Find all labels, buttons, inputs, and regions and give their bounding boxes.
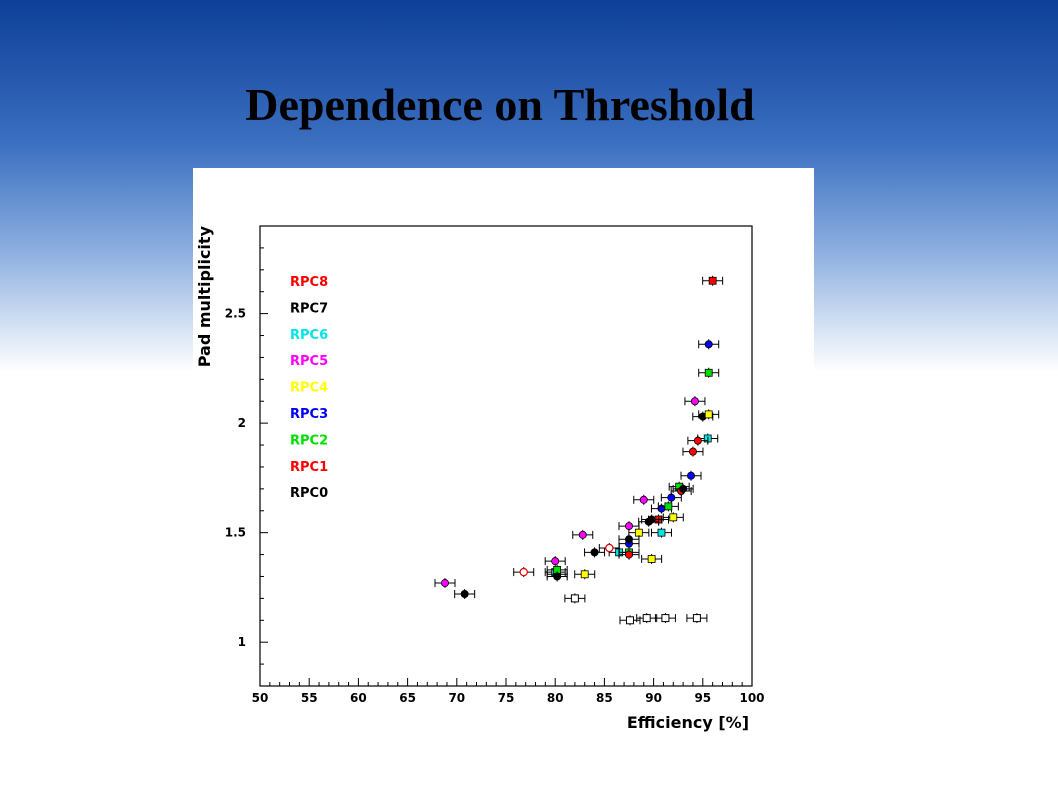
data-point: [633, 494, 655, 505]
data-point: [698, 339, 720, 350]
data-point: [584, 547, 606, 558]
data-point: [598, 543, 620, 553]
x-tick-label: 90: [645, 691, 662, 705]
marker: [578, 530, 587, 539]
marker: [519, 567, 528, 577]
marker: [624, 550, 633, 559]
data-point: [657, 501, 679, 512]
x-axis: 50 55 60 65 70 75 80 85 90 95 100: [252, 678, 765, 705]
marker: [580, 570, 589, 579]
data-point: [618, 534, 640, 545]
marker: [624, 522, 633, 531]
marker: [692, 614, 701, 623]
marker: [679, 484, 688, 493]
data-point: [680, 470, 702, 481]
plot-frame: [259, 225, 753, 687]
data-point: [702, 275, 724, 286]
data-point: [686, 613, 708, 624]
marker: [605, 543, 614, 553]
legend-entry: RPC3: [290, 407, 328, 422]
legend-entry: RPC1: [290, 460, 328, 475]
legend-entry: RPC4: [290, 381, 328, 396]
marker: [704, 368, 713, 377]
marker: [642, 614, 651, 623]
x-tick-label: 100: [739, 691, 764, 705]
marker: [460, 589, 469, 598]
marker: [590, 548, 599, 557]
data-point: [654, 613, 676, 624]
data-point: [672, 483, 694, 494]
x-tick-label: 60: [350, 691, 367, 705]
marker: [553, 572, 562, 581]
legend-entry: RPC8: [290, 275, 328, 290]
data-point: [650, 527, 672, 538]
x-axis-label: Efficiency [%]: [627, 713, 749, 732]
marker: [667, 493, 676, 502]
data-point: [454, 589, 476, 599]
x-tick-label: 80: [547, 691, 564, 705]
marker: [661, 614, 670, 623]
marker: [570, 594, 579, 603]
marker: [693, 436, 702, 445]
marker: [688, 447, 697, 456]
y-tick-label: 1: [238, 635, 246, 649]
data-point: [574, 569, 596, 580]
data-point: [641, 553, 663, 564]
data-point: [513, 567, 535, 578]
slide-title: Dependence on Threshold: [245, 79, 755, 130]
y-tick-label: 2.5: [225, 307, 246, 321]
y-tick-label: 1.5: [225, 526, 246, 540]
x-tick-label: 85: [596, 691, 613, 705]
marker: [639, 495, 648, 504]
marker: [647, 555, 656, 563]
data-point: [687, 435, 709, 446]
data-point: [572, 529, 594, 540]
legend-entry: RPC7: [290, 301, 328, 316]
data-point: [544, 556, 566, 567]
data-point: [660, 492, 682, 503]
marker: [440, 579, 449, 588]
marker: [690, 397, 699, 406]
x-tick-label: 55: [301, 691, 318, 705]
data-points: [434, 275, 724, 626]
y-axis-label: Pad multiplicity: [195, 225, 214, 367]
data-point: [682, 446, 704, 457]
data-point: [434, 578, 456, 589]
marker: [625, 616, 634, 625]
marker: [647, 515, 656, 524]
marker: [704, 410, 713, 419]
marker: [624, 535, 633, 544]
marker: [634, 528, 643, 537]
legend-entry: RPC2: [290, 433, 328, 448]
data-point: [641, 514, 663, 525]
legend: RPC8 RPC7 RPC6 RPC5 RPC4 RPC3 RPC2 RPC1 RPC0: [290, 275, 328, 501]
data-point: [619, 615, 641, 626]
marker: [669, 513, 678, 522]
marker: [657, 528, 666, 537]
marker: [704, 340, 713, 349]
marker: [686, 471, 695, 480]
legend-entry: RPC6: [290, 328, 328, 343]
marker: [551, 557, 560, 566]
marker: [708, 276, 717, 285]
data-point: [564, 593, 586, 604]
legend-entry: RPC0: [290, 486, 328, 501]
data-point: [684, 396, 706, 407]
marker: [664, 502, 673, 511]
y-axis: 1 1.5 2 2.5: [225, 225, 268, 687]
data-point: [698, 367, 720, 378]
x-tick-label: 70: [448, 691, 465, 705]
x-tick-label: 50: [252, 691, 269, 705]
data-point: [546, 571, 568, 582]
y-tick-label: 2: [238, 416, 246, 430]
scatter-chart: 50 55 60 65 70 75 80 85 90 95 100 11.522.5 RPC8RPC…: [195, 225, 765, 732]
legend-entry: RPC5: [290, 354, 328, 369]
x-tick-label: 65: [399, 691, 416, 705]
plot-panel: 50 55 60 65 70 75 80 85 90 95 100 1 1.5 2 2.5 RPC8 RPC…: [193, 168, 814, 743]
data-point: [662, 512, 684, 523]
x-tick-label: 75: [498, 691, 515, 705]
x-tick-label: 95: [694, 691, 711, 705]
data-point: [698, 409, 720, 420]
